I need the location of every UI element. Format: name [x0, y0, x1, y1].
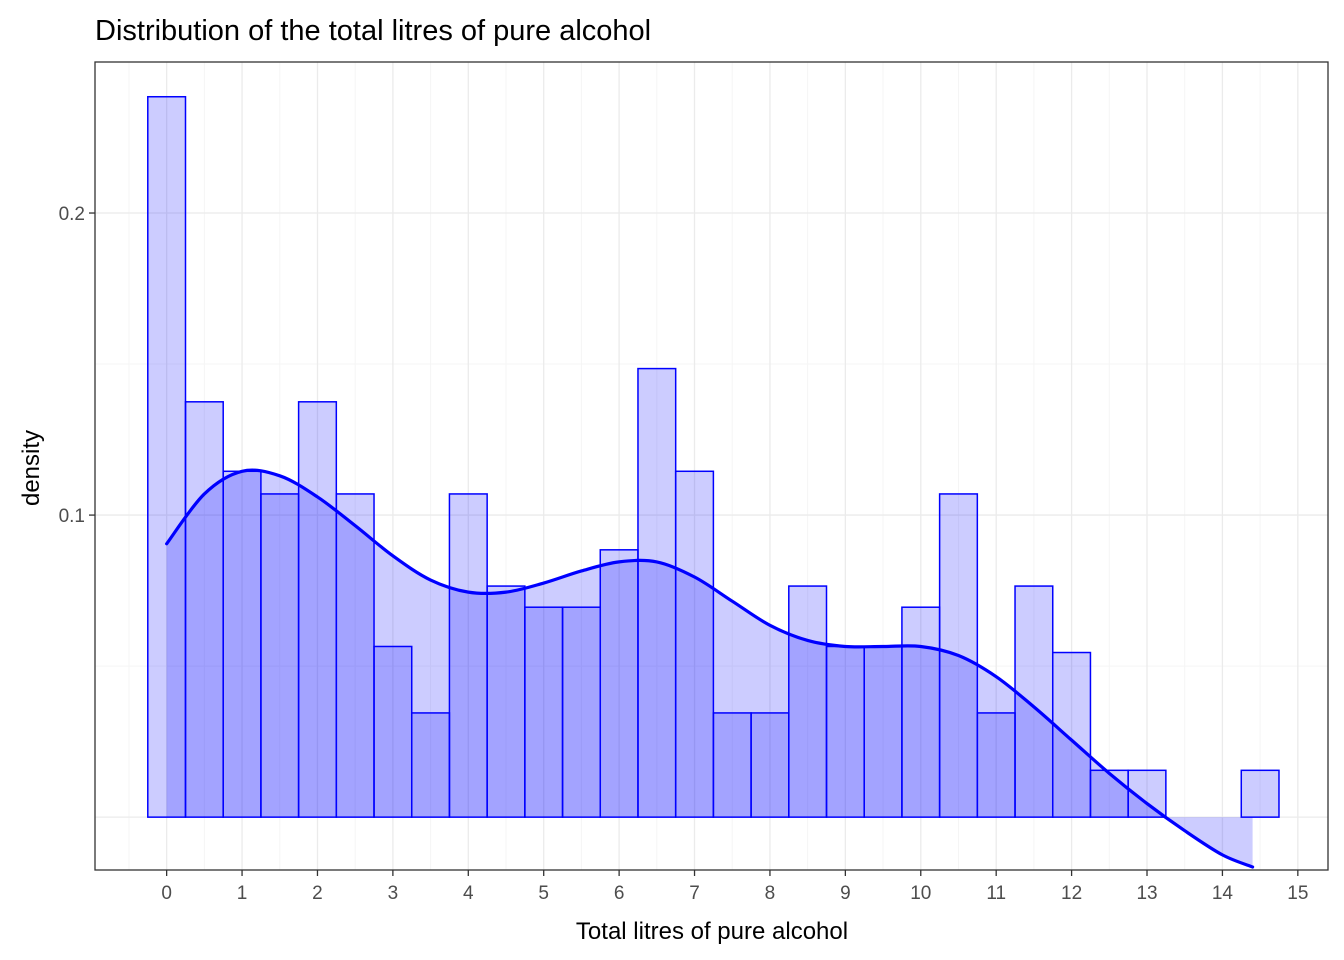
x-axis-ticks: 0 1 2 3 4 5 6 7 8 9 10 11 12 13 14 15	[161, 870, 1308, 904]
x-tick-label: 14	[1212, 883, 1234, 904]
x-axis-title: Total litres of pure alcohol	[576, 918, 848, 945]
x-tick-label: 12	[1061, 883, 1082, 904]
histogram-bar	[976, 712, 1016, 818]
grid-lines	[95, 61, 1328, 870]
x-tick-label: 15	[1287, 883, 1308, 904]
x-tick-label: 7	[689, 883, 700, 904]
density-area	[166, 470, 1253, 867]
histogram-bar	[674, 470, 715, 818]
histogram-bar	[297, 401, 338, 818]
histogram-bar	[561, 606, 602, 818]
x-tick-label: 8	[765, 883, 776, 904]
x-tick-label: 2	[312, 883, 323, 904]
histogram-bar	[901, 606, 941, 818]
x-tick-label: 13	[1136, 883, 1157, 904]
panel-background	[95, 62, 1328, 870]
y-tick-label: 0.1	[59, 506, 85, 527]
histogram-bar	[788, 585, 828, 818]
x-tick-label: 4	[463, 883, 474, 904]
density-curve	[165, 468, 1255, 869]
histogram-bar	[373, 645, 413, 818]
histogram-bar	[184, 401, 224, 818]
histogram-bar	[448, 493, 488, 818]
x-tick-label: 6	[614, 883, 625, 904]
histogram-bar	[1014, 585, 1054, 818]
histogram-bar	[637, 367, 677, 818]
histogram-bar	[410, 712, 451, 818]
x-tick-label: 1	[237, 883, 248, 904]
histogram-bar	[1240, 769, 1280, 818]
y-tick-label: 0.2	[59, 204, 85, 225]
histogram-bar	[222, 470, 262, 818]
x-tick-label: 11	[986, 883, 1006, 904]
panel-border	[94, 61, 1329, 871]
histogram-bar	[335, 493, 375, 818]
y-axis-title: density	[18, 430, 45, 506]
histogram-bar	[147, 95, 187, 818]
chart-title: Distribution of the total litres of pure…	[95, 15, 651, 47]
histogram-bar	[1051, 651, 1092, 818]
x-tick-label: 0	[161, 883, 172, 904]
x-tick-label: 9	[840, 883, 851, 904]
density-line	[165, 468, 1255, 869]
histogram-bar	[524, 606, 564, 818]
histogram-bar	[1089, 769, 1129, 818]
x-tick-label: 5	[538, 883, 549, 904]
y-axis-ticks: 0.1 0.2	[59, 204, 95, 527]
histogram-bar	[750, 712, 790, 818]
histogram-bar	[599, 549, 639, 818]
histogram-bars	[147, 95, 1280, 818]
x-tick-label: 3	[388, 883, 399, 904]
x-tick-label: 10	[910, 883, 931, 904]
